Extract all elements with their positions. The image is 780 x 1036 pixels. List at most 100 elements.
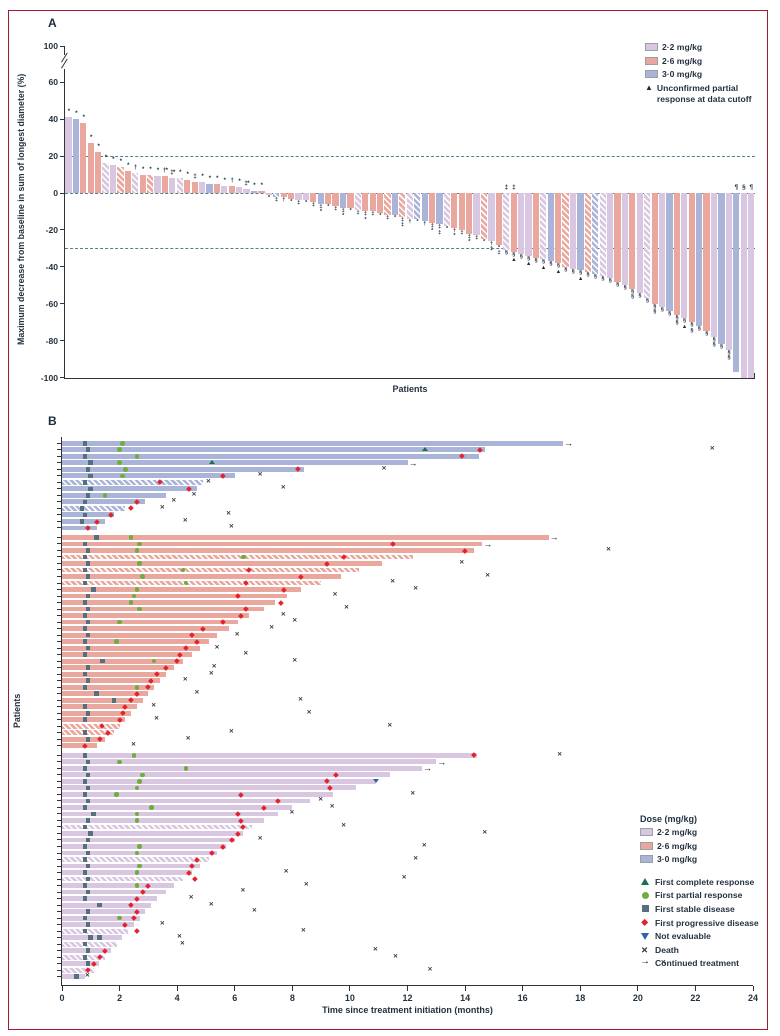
stable-disease-marker	[94, 691, 99, 696]
death-icon: ✕	[641, 944, 649, 955]
waterfall-bar	[718, 193, 725, 345]
death-icon: ✕	[214, 644, 220, 651]
partial-response-marker	[137, 606, 143, 612]
continued-treatment-arrow-icon: →	[483, 538, 493, 549]
waterfall-bar	[228, 185, 235, 193]
patient-row-tick	[57, 780, 61, 782]
patient-row-tick	[57, 634, 61, 636]
bar-annotation: *	[149, 166, 152, 173]
patient-row-tick	[57, 536, 61, 538]
patient-row-tick	[57, 852, 61, 854]
stable-disease-marker	[82, 805, 88, 810]
patient-row-tick	[57, 527, 61, 529]
bar-annotation: † ‡	[490, 240, 494, 253]
partial-response-marker	[134, 850, 140, 856]
partial-response-marker	[131, 753, 137, 758]
death-icon: ✕	[280, 611, 286, 618]
stable-disease-marker	[85, 737, 91, 742]
stable-disease-marker	[82, 580, 88, 586]
bar-annotation: §	[697, 325, 701, 332]
waterfall-bar	[154, 176, 161, 193]
bar-annotation: § ▲	[681, 318, 688, 330]
death-icon: ✕	[318, 797, 323, 804]
bar-annotation: *	[253, 183, 256, 190]
stable-disease-marker	[641, 905, 649, 913]
waterfall-bar	[206, 183, 213, 193]
y-tick-label: -60	[45, 298, 58, 309]
death-icon: ✕	[332, 592, 338, 599]
legend-dose-item: 3·0 mg/kg	[640, 854, 768, 864]
death-icon: ✕	[257, 836, 263, 843]
stable-disease-marker	[85, 665, 91, 670]
death-icon: ✕	[182, 517, 188, 524]
death-icon: ✕	[243, 651, 249, 658]
panel-b-legend: Dose (mg/kg) 2·2 mg/kg 2·6 mg/kg 3·0 mg/kg F…	[640, 814, 768, 972]
legend-dose-item: 3·0 mg/kg	[645, 69, 765, 79]
stable-disease-marker	[82, 480, 88, 485]
bar-annotation: †*	[452, 228, 457, 240]
x-tick-label: 20	[632, 993, 643, 1003]
death-icon: ✕	[228, 524, 234, 531]
waterfall-bar	[555, 193, 562, 264]
patient-row-tick	[57, 943, 61, 945]
x-tick-label: 18	[575, 993, 586, 1003]
bar-annotation: *	[290, 198, 293, 205]
partial-response-marker	[137, 561, 143, 566]
waterfall-bar	[295, 193, 302, 201]
dose-swatch-icon	[645, 43, 658, 51]
swimmer-bar	[62, 525, 97, 531]
bar-annotation: ‡*	[363, 211, 368, 223]
stable-disease-marker	[82, 499, 88, 505]
stable-disease-marker	[91, 811, 96, 817]
stable-disease-marker	[111, 697, 117, 703]
patient-row-tick	[57, 872, 61, 874]
partial-response-marker	[137, 844, 143, 849]
x-tick	[349, 986, 351, 991]
stable-disease-marker	[82, 928, 88, 934]
death-icon: ✕	[283, 868, 289, 875]
swimmer-bar	[62, 863, 201, 869]
stable-disease-marker	[100, 658, 105, 664]
stable-disease-marker	[85, 710, 91, 716]
patient-row-tick	[57, 937, 61, 939]
panel-b-y-axis-label: Patients	[12, 693, 22, 729]
swimmer-bar	[62, 479, 204, 485]
panel-a-y-axis-label: Maximum decrease from baseline in sum of…	[16, 73, 26, 345]
y-tick	[60, 340, 64, 342]
bar-annotation: *	[104, 155, 107, 162]
swimmer-bar	[62, 587, 301, 592]
legend-marker-item: First complete response	[640, 877, 768, 887]
patient-row-tick	[57, 475, 61, 477]
waterfall-bar	[273, 193, 280, 197]
bar-annotation: ‡*	[319, 204, 323, 216]
bar-annotation: ‡	[475, 235, 479, 242]
patient-row-tick	[57, 660, 61, 662]
waterfall-bar	[503, 193, 510, 251]
swimmer-bar	[62, 684, 155, 690]
waterfall-bar	[139, 174, 146, 193]
waterfall-bar	[339, 193, 347, 208]
death-icon: ✕	[297, 696, 303, 703]
swimmer-bar	[62, 453, 480, 459]
bar-annotation: *	[82, 114, 85, 121]
stable-disease-marker	[82, 915, 88, 921]
partial-response-marker	[117, 619, 122, 625]
waterfall-bar	[466, 193, 473, 234]
stable-disease-marker	[85, 961, 91, 966]
waterfall-bar	[510, 193, 517, 253]
stable-disease-marker	[85, 922, 91, 927]
patient-row-tick	[57, 442, 61, 444]
swimmer-bar	[62, 541, 483, 547]
swimmer-bar	[62, 548, 474, 553]
patient-row-tick	[57, 608, 61, 610]
patient-row-tick	[57, 969, 61, 971]
patient-row-tick	[57, 826, 61, 828]
partial-response-marker	[117, 460, 122, 466]
y-tick	[60, 45, 64, 47]
waterfall-bar	[740, 193, 747, 378]
patient-row-tick	[57, 468, 61, 470]
stable-disease-marker	[85, 606, 91, 612]
patient-row-tick	[57, 813, 61, 815]
x-tick	[752, 986, 754, 991]
swimmer-bar	[62, 671, 166, 677]
